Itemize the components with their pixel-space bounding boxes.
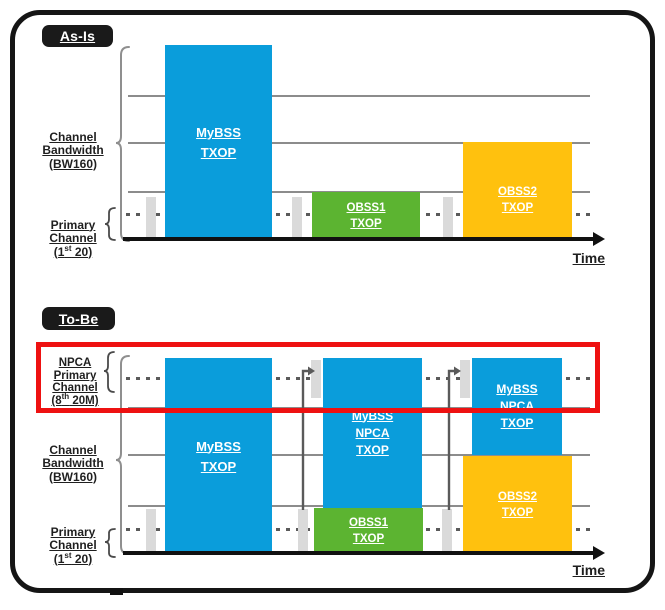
bandwidth-brace xyxy=(115,355,130,555)
mybss-npca-txop-label: MyBSS NPCA TXOP xyxy=(351,408,394,457)
busy-strip xyxy=(298,509,308,553)
npca-primary-channel-label: NPCA Primary Channel (8th 20M) xyxy=(38,344,112,408)
channel-bandwidth-label: Channel Bandwidth (BW160) xyxy=(30,117,116,171)
busy-strip xyxy=(311,360,321,398)
primary-channel-brace xyxy=(104,528,116,558)
obss1-txop-block: OBSS1 TXOP xyxy=(312,192,420,241)
channel-bandwidth-label: Channel Bandwidth (BW160) xyxy=(30,430,116,484)
npca-primary-channel-brace xyxy=(103,351,115,393)
time-label: Time xyxy=(572,250,605,266)
channel-bandwidth-text: Channel Bandwidth (BW160) xyxy=(42,442,104,484)
primary-channel-brace xyxy=(104,207,116,241)
mybss-txop-block: MyBSS TXOP xyxy=(165,358,272,555)
switch-to-npca-arrow-icon xyxy=(301,366,315,510)
primary-channel-sup: st xyxy=(64,243,72,253)
primary-channel-label: Primary Channel (1st 20) xyxy=(30,205,116,259)
obss1-txop-label: OBSS1 TXOP xyxy=(349,517,388,545)
as-is-badge-label: As-Is xyxy=(59,28,96,44)
obss2-txop-label: OBSS2 TXOP xyxy=(498,491,537,519)
npca-channel-text-post: 20M) xyxy=(69,395,99,408)
busy-strip xyxy=(292,197,302,241)
busy-strip xyxy=(443,197,453,241)
switch-to-npca-arrow-icon xyxy=(447,366,461,510)
time-label: Time xyxy=(572,562,605,578)
time-axis-arrowhead-icon xyxy=(593,232,605,246)
border-notch xyxy=(110,588,123,595)
obss2-txop-label: OBSS2 TXOP xyxy=(498,186,537,214)
primary-channel-text-post: 20) xyxy=(71,551,93,566)
time-axis xyxy=(123,551,595,555)
busy-strip xyxy=(146,197,156,241)
outer-border xyxy=(10,10,655,593)
to-be-badge-label: To-Be xyxy=(58,310,99,327)
mybss-txop-label: MyBSS TXOP xyxy=(196,125,241,160)
primary-channel-text-post: 20) xyxy=(71,244,93,259)
primary-channel-text: Primary Channel (1 xyxy=(49,524,97,566)
busy-strip xyxy=(146,509,156,553)
npca-channel-sup: th xyxy=(61,392,70,402)
primary-channel-text: Primary Channel (1 xyxy=(49,217,97,259)
primary-channel-sup: st xyxy=(64,550,72,560)
mybss-txop-block: MyBSS TXOP xyxy=(165,45,272,241)
gridline xyxy=(128,95,590,97)
busy-strip xyxy=(460,360,470,398)
gridline xyxy=(128,142,590,144)
obss2-txop-block: OBSS2 TXOP xyxy=(463,456,572,555)
time-axis xyxy=(123,237,595,241)
npca-highlight-rect xyxy=(36,342,600,413)
obss1-txop-block: OBSS1 TXOP xyxy=(314,508,423,555)
busy-strip xyxy=(442,509,452,553)
mybss-npca-txop-block-2: MyBSS NPCA TXOP xyxy=(472,358,562,455)
obss1-txop-label: OBSS1 TXOP xyxy=(346,202,386,230)
to-be-badge: To-Be xyxy=(42,307,115,330)
mybss-txop-label: MyBSS TXOP xyxy=(196,438,241,474)
npca-channel-text: NPCA Primary Channel (8 xyxy=(51,356,98,408)
channel-bandwidth-text: Channel Bandwidth (BW160) xyxy=(42,129,104,171)
as-is-badge: As-Is xyxy=(42,25,113,47)
time-axis-arrowhead-icon xyxy=(593,546,605,560)
obss2-txop-block: OBSS2 TXOP xyxy=(463,142,572,241)
primary-channel-label: Primary Channel (1st 20) xyxy=(30,512,116,566)
bandwidth-brace xyxy=(115,46,130,242)
